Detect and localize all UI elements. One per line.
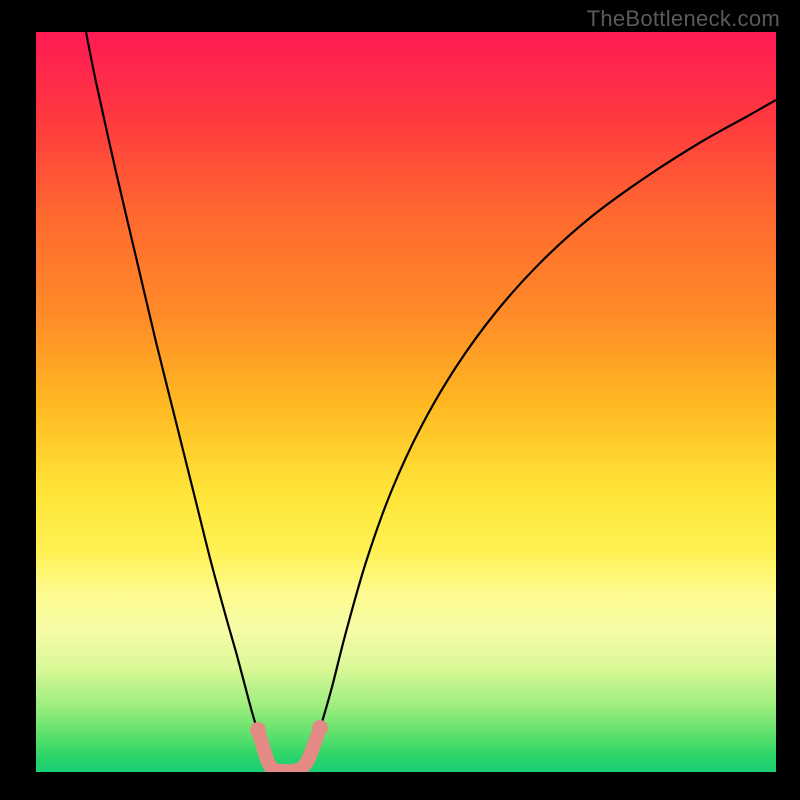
highlight-dot xyxy=(312,720,328,736)
gradient-background xyxy=(36,32,776,772)
watermark-text: TheBottleneck.com xyxy=(587,6,780,32)
plot-area xyxy=(36,32,776,772)
chart-svg xyxy=(36,32,776,772)
chart-frame: TheBottleneck.com xyxy=(0,0,800,800)
highlight-dot xyxy=(250,722,266,738)
